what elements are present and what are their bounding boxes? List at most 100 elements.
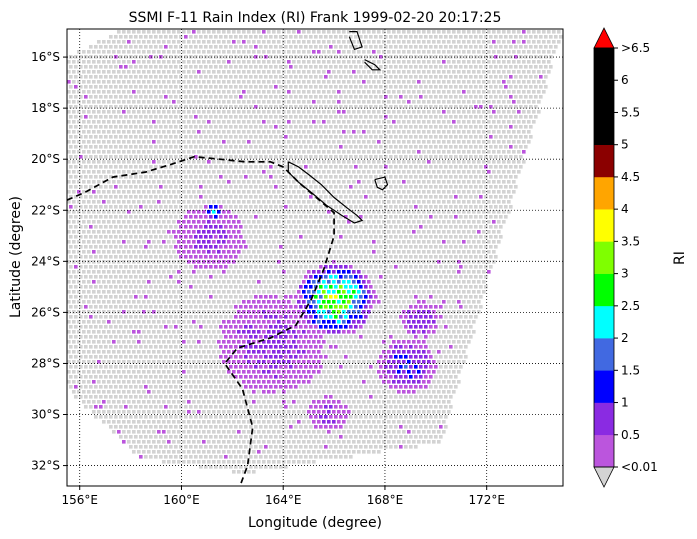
swath-pixel <box>344 285 348 289</box>
swath-pixel <box>252 140 256 144</box>
swath-pixel <box>127 190 131 194</box>
swath-pixel <box>409 255 413 259</box>
swath-pixel <box>179 255 183 259</box>
swath-pixel <box>319 115 323 119</box>
swath-pixel <box>204 145 208 149</box>
swath-pixel <box>489 175 493 179</box>
swath-pixel <box>344 135 348 139</box>
swath-pixel <box>372 300 376 304</box>
swath-pixel <box>397 30 401 34</box>
swath-pixel <box>394 215 398 219</box>
swath-pixel <box>389 85 393 89</box>
swath-pixel <box>354 295 358 299</box>
swath-pixel <box>327 200 331 204</box>
swath-pixel <box>324 215 328 219</box>
swath-pixel <box>244 65 248 69</box>
swath-pixel <box>274 245 278 249</box>
swath-pixel <box>282 120 286 124</box>
swath-pixel <box>389 95 393 99</box>
swath-pixel <box>119 155 123 159</box>
swath-pixel <box>507 170 511 174</box>
swath-pixel <box>412 40 416 44</box>
swath-pixel <box>422 80 426 84</box>
swath-pixel <box>354 125 358 129</box>
swath-pixel <box>482 150 486 154</box>
swath-pixel <box>177 80 181 84</box>
swath-pixel <box>417 200 421 204</box>
swath-pixel <box>459 45 463 49</box>
swath-pixel <box>409 285 413 289</box>
swath-pixel <box>357 100 361 104</box>
swath-pixel <box>557 30 561 34</box>
swath-pixel <box>122 150 126 154</box>
swath-pixel <box>242 60 246 64</box>
swath-pixel <box>324 185 328 189</box>
swath-pixel <box>404 125 408 129</box>
swath-pixel <box>202 100 206 104</box>
swath-pixel <box>474 205 478 209</box>
swath-pixel <box>272 270 276 274</box>
swath-pixel <box>109 55 113 59</box>
swath-pixel <box>234 105 238 109</box>
swath-pixel <box>292 40 296 44</box>
swath-pixel <box>187 170 191 174</box>
swath-pixel <box>519 115 523 119</box>
swath-pixel <box>372 160 376 164</box>
swath-pixel <box>169 215 173 219</box>
swath-pixel <box>354 35 358 39</box>
swath-pixel <box>319 235 323 239</box>
swath-pixel <box>437 170 441 174</box>
swath-pixel <box>502 200 506 204</box>
swath-pixel <box>149 145 153 149</box>
swath-pixel <box>377 170 381 174</box>
swath-pixel <box>272 230 276 234</box>
swath-pixel <box>72 230 76 234</box>
swath-pixel <box>347 220 351 224</box>
swath-pixel <box>432 160 436 164</box>
swath-pixel <box>104 125 108 129</box>
swath-pixel <box>244 265 248 269</box>
swath-pixel <box>137 80 141 84</box>
swath-pixel <box>322 220 326 224</box>
swath-pixel <box>447 290 451 294</box>
swath-pixel <box>189 85 193 89</box>
swath-pixel <box>412 300 416 304</box>
swath-pixel <box>187 260 191 264</box>
swath-pixel <box>429 165 433 169</box>
swath-pixel <box>299 285 303 289</box>
swath-pixel <box>334 105 338 109</box>
swath-pixel <box>332 90 336 94</box>
swath-pixel <box>259 55 263 59</box>
swath-pixel <box>412 130 416 134</box>
swath-pixel <box>187 70 191 74</box>
swath-pixel <box>392 210 396 214</box>
swath-pixel <box>404 65 408 69</box>
swath-pixel <box>199 185 203 189</box>
swath-pixel <box>359 235 363 239</box>
swath-pixel <box>94 305 98 309</box>
swath-pixel <box>127 40 131 44</box>
swath-pixel <box>197 230 201 234</box>
swath-pixel <box>74 225 78 229</box>
swath-pixel <box>352 230 356 234</box>
swath-pixel <box>312 280 316 284</box>
swath-pixel <box>304 75 308 79</box>
swath-pixel <box>532 60 536 64</box>
swath-pixel <box>239 95 243 99</box>
swath-pixel <box>147 230 151 234</box>
swath-pixel <box>67 220 71 224</box>
swath-pixel <box>104 195 108 199</box>
swath-pixel <box>429 185 433 189</box>
swath-pixel <box>124 65 128 69</box>
swath-pixel <box>159 285 163 289</box>
swath-pixel <box>442 170 446 174</box>
swath-pixel <box>299 235 303 239</box>
swath-pixel <box>529 135 533 139</box>
swath-pixel <box>302 40 306 44</box>
swath-pixel <box>119 195 123 199</box>
swath-pixel <box>162 100 166 104</box>
swath-pixel <box>267 120 271 124</box>
swath-pixel <box>207 110 211 114</box>
swath-pixel <box>397 190 401 194</box>
swath-pixel <box>169 165 173 169</box>
